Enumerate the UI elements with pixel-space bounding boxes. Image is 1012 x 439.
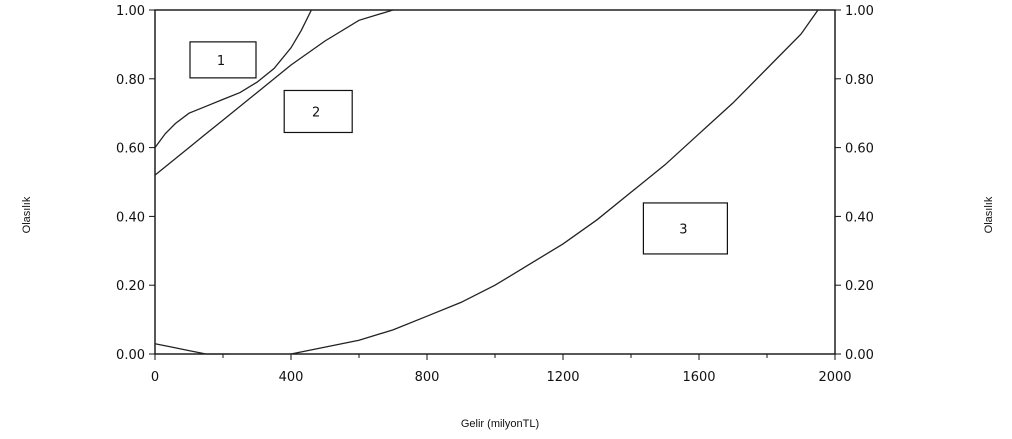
plot-frame: [154, 9, 836, 355]
x-tick-label: 2000: [818, 370, 851, 385]
x-tick-label: 1600: [682, 370, 715, 385]
y-tick-label-right: 0.60: [845, 142, 874, 157]
series-line-1: [154, 9, 312, 148]
y-tick-label-right: 0.40: [845, 210, 874, 225]
series-lines: [154, 9, 819, 355]
series-line-3: [290, 9, 819, 355]
region-label-3: 3: [679, 222, 687, 237]
y-tick-label-right: 0.00: [845, 348, 874, 363]
region-labels: 1 2 3: [189, 41, 729, 255]
y-tick-label-left: 1.00: [116, 4, 145, 19]
y-tick-label-left: 0.20: [116, 279, 145, 294]
y-tick-label-right: 0.80: [845, 73, 874, 88]
region-box-1: [189, 41, 257, 79]
x-tick-label: 400: [279, 370, 304, 385]
y-tick-label-left: 0.40: [116, 210, 145, 225]
y-tick-label-right: 1.00: [845, 4, 874, 19]
region-label-1: 1: [217, 54, 225, 69]
x-tick-label: 800: [415, 370, 440, 385]
series-line-2: [154, 9, 394, 176]
x-tick-label: 1200: [546, 370, 579, 385]
y-axis-title-right: Olasılık: [983, 196, 995, 233]
axis-ticks: 0.00 0.00 0.20 0.20 0.40 0.40 0.60 0.60 0.80 0.80…: [116, 4, 874, 385]
y-tick-label-left: 0.80: [116, 73, 145, 88]
x-tick-label: 0: [151, 370, 159, 385]
region-box-3: [642, 202, 729, 255]
series-line-lower: [154, 343, 230, 355]
plot-area-border: [154, 9, 836, 355]
y-tick-label-left: 0.00: [116, 348, 145, 363]
y-axis-title-left: Olasılık: [21, 196, 33, 233]
x-axis-title: Gelir (milyonTL): [461, 418, 539, 430]
region-box-2: [283, 89, 353, 134]
region-label-2: 2: [312, 105, 320, 120]
y-tick-label-left: 0.60: [116, 142, 145, 157]
y-tick-label-right: 0.20: [845, 279, 874, 294]
